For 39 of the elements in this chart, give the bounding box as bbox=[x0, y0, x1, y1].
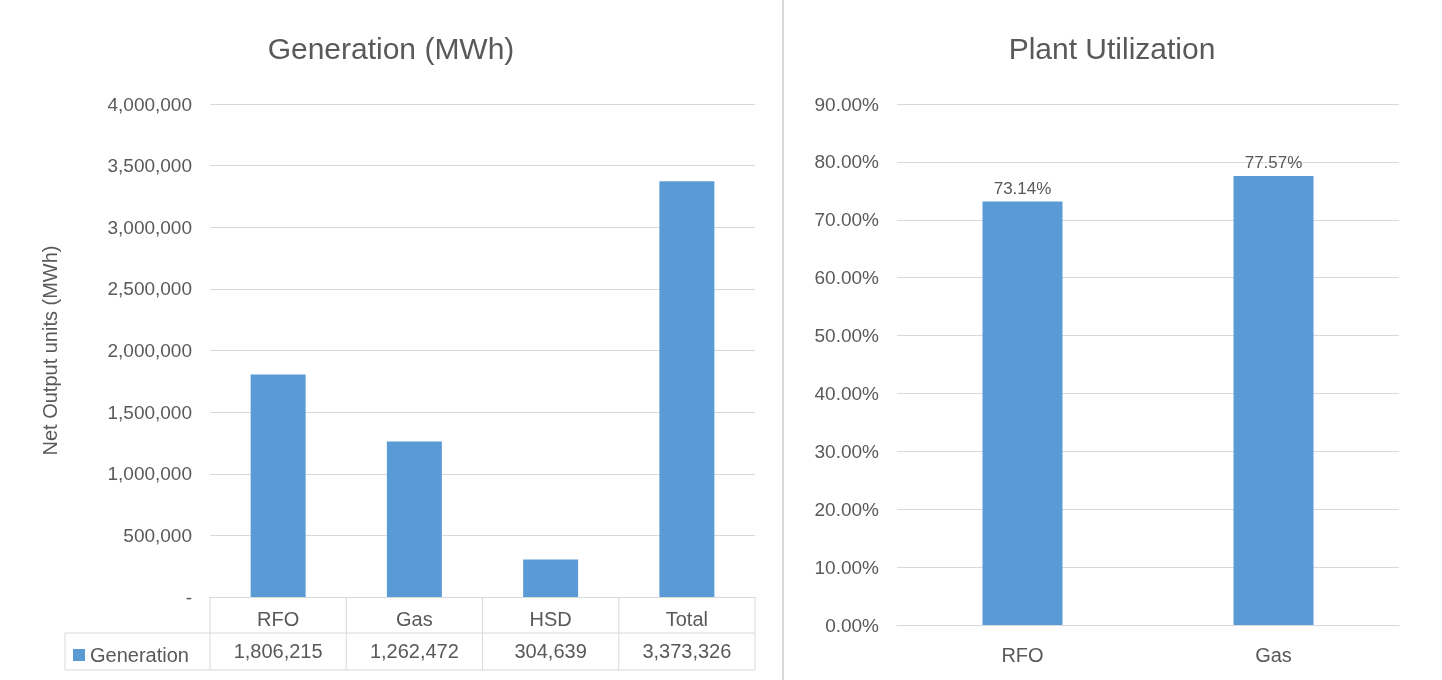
y-tick-label: 40.00% bbox=[814, 382, 880, 404]
x-tick-label: Gas bbox=[396, 608, 433, 630]
x-tick-label: Gas bbox=[1255, 644, 1292, 666]
y-tick-label: 1,000,000 bbox=[107, 463, 192, 485]
y-tick-label: 3,500,000 bbox=[107, 155, 192, 177]
y-tick-label: 80.00% bbox=[814, 151, 880, 173]
y-tick-label: 90.00% bbox=[814, 93, 880, 115]
y-tick-label: 500,000 bbox=[123, 524, 192, 546]
y-axis-title: Net Output units (MWh) bbox=[39, 245, 61, 456]
bar bbox=[250, 374, 306, 597]
legend-label: Generation bbox=[90, 644, 189, 666]
x-tick-label: RFO bbox=[1001, 644, 1044, 666]
data-label: 1,806,215 bbox=[233, 640, 323, 662]
y-tick-label: 20.00% bbox=[814, 498, 880, 520]
y-tick-label: 3,000,000 bbox=[107, 216, 192, 238]
y-tick-label: 2,000,000 bbox=[107, 340, 192, 361]
y-tick-label: 1,500,000 bbox=[107, 401, 192, 423]
y-tick-label: 30.00% bbox=[814, 440, 880, 462]
data-label: 77.57% bbox=[1244, 152, 1303, 172]
x-tick-label: HSD bbox=[529, 608, 572, 630]
y-tick-label: 70.00% bbox=[814, 209, 880, 231]
bar bbox=[523, 559, 579, 597]
x-tick-label: Total bbox=[665, 608, 708, 630]
data-label: 304,639 bbox=[514, 640, 587, 662]
y-tick-label: 0.00% bbox=[825, 614, 880, 636]
data-label: 73.14% bbox=[993, 178, 1052, 198]
data-label: 3,373,326 bbox=[642, 640, 732, 662]
chart-title: Generation (MWh) bbox=[267, 31, 515, 65]
y-tick-label: 2,500,000 bbox=[107, 278, 192, 300]
data-label: 1,262,472 bbox=[369, 640, 459, 662]
bar bbox=[386, 441, 442, 597]
x-tick-label: RFO bbox=[257, 608, 300, 630]
y-tick-label: 60.00% bbox=[814, 267, 880, 289]
y-tick-label: 50.00% bbox=[814, 325, 880, 347]
chart-title: Plant Utilization bbox=[1008, 31, 1216, 65]
bar bbox=[659, 181, 715, 597]
y-tick-label: - bbox=[185, 586, 192, 608]
y-tick-label: 10.00% bbox=[814, 556, 880, 578]
y-tick-label: 4,000,000 bbox=[107, 93, 192, 115]
